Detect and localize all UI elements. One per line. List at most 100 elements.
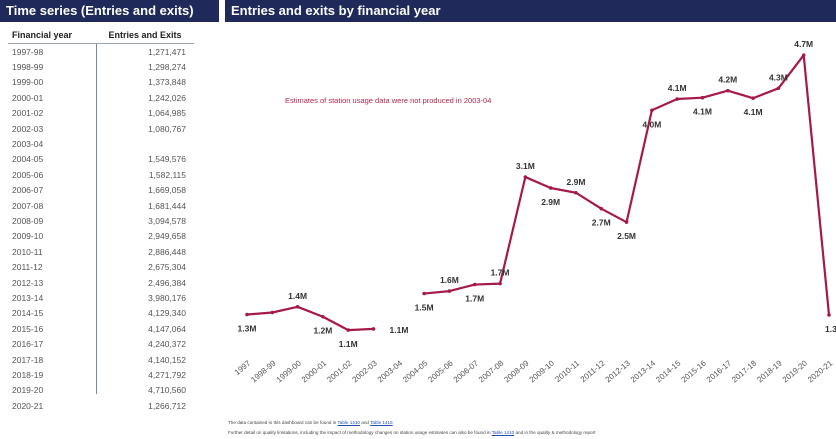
- x-tick-label: 2012-13: [604, 358, 633, 384]
- series-line-group: [245, 53, 831, 332]
- x-tick-label: 2000-01: [300, 358, 329, 384]
- data-point: [270, 310, 275, 315]
- data-point: [447, 289, 452, 293]
- data-label: 4.0M: [642, 119, 661, 129]
- x-tick-label: 1999-00: [275, 358, 304, 384]
- data-label: 4.2M: [718, 75, 737, 85]
- cell-entries-exits: 1,266,712: [148, 400, 186, 411]
- table-row: 1997-98 1,271,471: [8, 44, 194, 59]
- table-1410-link-2[interactable]: Table 1410: [491, 430, 515, 435]
- x-tick-label: 2010-11: [553, 358, 581, 384]
- cell-financial-year: 2018-19: [12, 369, 44, 380]
- cell-financial-year: 2011-12: [12, 262, 43, 273]
- data-point: [650, 108, 654, 113]
- x-tick-label: 2014-15: [654, 358, 683, 384]
- x-tick-label: 2007-08: [477, 358, 506, 384]
- x-tick-label: 2004-05: [401, 358, 430, 384]
- data-point: [751, 96, 755, 101]
- x-tick-label: 2015-16: [679, 358, 708, 384]
- chart-panel-title: Entries and exits by financial year: [225, 0, 836, 22]
- cell-entries-exits: 4,140,152: [148, 354, 186, 365]
- x-tick-label: 2005-06: [426, 358, 455, 384]
- cell-financial-year: 2015-16: [12, 323, 44, 334]
- footnote-text: and in the quality & methodology report: [515, 430, 596, 435]
- column-divider: [96, 44, 97, 394]
- cell-financial-year: 2002-03: [12, 123, 44, 134]
- table-row: 2013-14 3,980,176: [8, 290, 194, 305]
- data-point: [776, 86, 781, 91]
- cell-entries-exits: 1,080,767: [148, 123, 186, 134]
- cell-financial-year: 1998-99: [12, 62, 44, 73]
- cell-entries-exits: 1,271,471: [148, 46, 186, 57]
- data-point: [574, 190, 578, 195]
- table-row: 1999-00 1,373,848: [8, 75, 194, 90]
- data-point: [523, 175, 528, 179]
- table-row: 2018-19 4,271,792: [8, 367, 194, 382]
- cell-entries-exits: 1,549,576: [148, 154, 186, 165]
- cell-entries-exits: 1,669,058: [148, 185, 186, 196]
- data-point: [295, 305, 300, 309]
- cell-entries-exits: 2,949,658: [148, 231, 186, 242]
- data-point: [472, 282, 477, 287]
- table-row: 1998-99 1,298,274: [8, 59, 194, 74]
- data-label: 2.5M: [617, 231, 636, 241]
- cell-financial-year: 2005-06: [12, 169, 44, 180]
- cell-entries-exits: 1,681,444: [148, 200, 186, 211]
- entries-exits-table: Financial year Entries and Exits 1997-98…: [8, 27, 194, 413]
- data-point: [346, 328, 351, 332]
- data-point: [675, 97, 679, 101]
- cell-entries-exits: 4,240,372: [148, 339, 186, 350]
- cell-financial-year: 2006-07: [12, 185, 44, 196]
- cell-financial-year: 2009-10: [12, 231, 44, 242]
- series-line-segment: [424, 54, 831, 315]
- data-label: 1.7M: [465, 294, 484, 304]
- table-1410-link[interactable]: Table 1410: [337, 420, 360, 425]
- table-row: 2020-21 1,266,712: [8, 398, 194, 413]
- x-tick-label: 2019-20: [781, 358, 810, 384]
- x-tick-group: 19971998-991999-002000-012001-022002-032…: [233, 358, 835, 384]
- table-row: 2006-07 1,669,058: [8, 183, 194, 198]
- data-label: 3.1M: [516, 161, 535, 171]
- table-header-row: Financial year Entries and Exits: [8, 27, 194, 44]
- footnote-quality: Further detail on quality limitations, i…: [228, 430, 595, 435]
- x-tick-label: 2018-19: [755, 358, 784, 384]
- table-row: 2012-13 2,496,384: [8, 275, 194, 290]
- data-label: 4.3M: [769, 72, 788, 82]
- cell-entries-exits: 4,271,792: [148, 369, 186, 380]
- x-tick-label: 2017-18: [730, 358, 759, 384]
- data-label: 4.1M: [744, 107, 763, 117]
- cell-entries-exits: 4,129,340: [148, 308, 186, 319]
- cell-entries-exits: 1,064,985: [148, 108, 186, 119]
- cell-entries-exits: 3,094,578: [148, 215, 186, 226]
- table-row: 2007-08 1,681,444: [8, 198, 194, 213]
- table-row: 2004-05 1,549,576: [8, 152, 194, 167]
- x-tick-label: 2013-14: [629, 358, 658, 384]
- x-tick-label: 2003-04: [376, 358, 405, 384]
- x-tick-label: 1997: [233, 358, 253, 377]
- table-row: 2000-01 1,242,026: [8, 90, 194, 105]
- table-row: 2010-11 2,886,448: [8, 244, 194, 259]
- cell-financial-year: 2016-17: [12, 339, 44, 350]
- data-point: [498, 281, 502, 286]
- cell-financial-year: 2014-15: [12, 308, 44, 319]
- data-point: [371, 327, 376, 331]
- table-body: 1997-98 1,271,471 1998-99 1,298,274 1999-00 1…: [8, 44, 194, 413]
- table-row: 2003-04: [8, 136, 194, 151]
- data-label: 1.5M: [415, 303, 434, 313]
- cell-entries-exits: 1,582,115: [148, 169, 186, 180]
- table-1415-link[interactable]: Table 1415: [370, 420, 393, 425]
- data-label: 1.3M: [238, 324, 257, 334]
- cell-financial-year: 2017-18: [12, 354, 44, 365]
- chart-annotation: Estimates of station usage data were not…: [285, 96, 491, 105]
- table-row: 2017-18 4,140,152: [8, 352, 194, 367]
- data-label: 1.4M: [288, 291, 307, 301]
- table-row: 2005-06 1,582,115: [8, 167, 194, 182]
- data-label: 4.1M: [668, 83, 687, 93]
- data-label: 1.2M: [313, 326, 332, 336]
- cell-financial-year: 2020-21: [12, 400, 44, 411]
- column-header-entries-exits: Entries and Exits: [108, 30, 182, 40]
- data-point: [422, 291, 426, 296]
- cell-entries-exits: 2,675,304: [148, 262, 186, 273]
- data-point: [725, 88, 730, 93]
- cell-entries-exits: 1,373,848: [148, 77, 186, 88]
